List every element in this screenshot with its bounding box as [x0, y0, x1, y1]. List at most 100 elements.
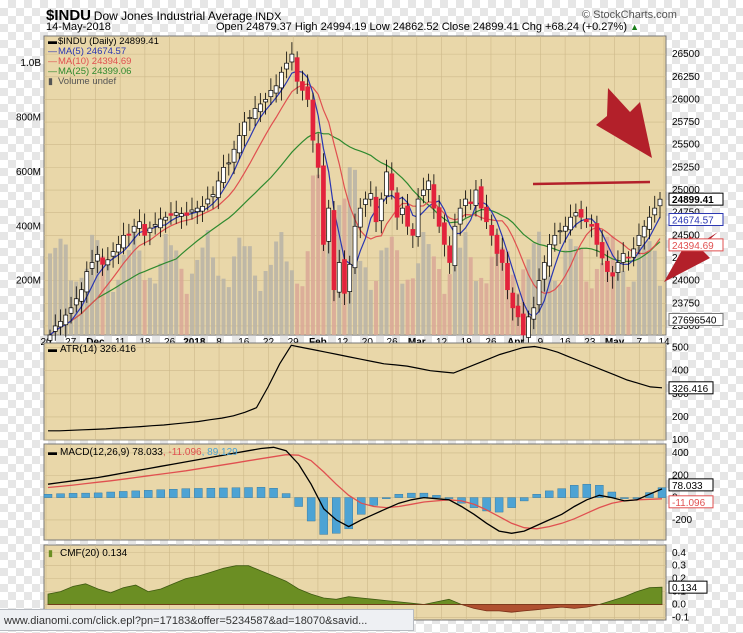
candle-body — [326, 207, 332, 242]
volume-bar — [636, 246, 641, 335]
macd-histogram-bar — [319, 497, 328, 535]
volume-bar — [500, 247, 505, 335]
volume-bar — [421, 232, 426, 335]
status-url: www.dianomi.com/click.epl?pn=17183&offer… — [4, 615, 368, 627]
candle-body — [63, 314, 69, 326]
volume-bar — [205, 230, 210, 335]
volume-bar — [200, 247, 205, 335]
volume-bar — [573, 246, 578, 335]
candle-body — [405, 205, 410, 227]
price-marker-label: 24674.57 — [672, 216, 714, 227]
volume-bar — [647, 241, 652, 335]
candle-body — [331, 210, 337, 291]
macd-histogram-bar — [444, 497, 454, 499]
volume-bar — [447, 274, 452, 335]
macd-signal-marker-label: -11.096 — [672, 498, 706, 509]
macd-y-tick-label: 200 — [672, 470, 689, 481]
volume-bar — [184, 293, 189, 335]
status-bar: www.dianomi.com/click.epl?pn=17183&offer… — [0, 609, 414, 631]
macd-histogram-bar — [332, 497, 341, 534]
candle-body — [94, 254, 100, 262]
volume-bar — [216, 275, 221, 335]
macd-histogram-bar — [106, 491, 115, 498]
macd-histogram-bar — [231, 487, 241, 498]
macd-histogram-bar — [206, 488, 216, 498]
macd-histogram-bar — [432, 495, 441, 498]
cmf-y-tick-label: 0.3 — [672, 561, 686, 572]
candle-body — [431, 184, 437, 209]
price-marker-label: 24899.41 — [672, 195, 714, 206]
ohlc-values: Open 24879.37 High 24994.19 Low 24862.52… — [216, 21, 627, 33]
macd-histogram-bar — [244, 487, 253, 498]
candle-body — [415, 198, 421, 238]
volume-bar — [584, 281, 589, 335]
candle-body — [520, 313, 526, 336]
volume-bar — [53, 247, 58, 335]
exchange: INDX — [255, 11, 282, 23]
volume-bar — [237, 237, 242, 335]
arrow-right-annotation — [664, 232, 718, 282]
legend-ma5-label: MA(5) 24674.57 — [58, 46, 126, 57]
volume-bar — [158, 263, 163, 335]
macd-histogram-bar — [357, 497, 366, 515]
candle-body — [300, 81, 305, 91]
macd-histogram-bar — [256, 487, 266, 498]
volume-bar — [416, 263, 421, 335]
candle-body — [636, 234, 642, 246]
atr-y-tick-label: 500 — [672, 343, 689, 354]
volume-bar — [437, 269, 442, 335]
volume-bar — [300, 286, 305, 335]
candle-body — [47, 334, 53, 341]
macd-histogram-bar — [645, 492, 654, 498]
price-y-tick-label: 26250 — [672, 72, 700, 83]
candle-body — [452, 225, 458, 267]
volume-bar — [568, 238, 573, 335]
candle-body — [568, 216, 573, 231]
volume-bar — [289, 270, 294, 335]
candle-body — [489, 224, 495, 236]
macd-histogram-bar — [144, 490, 153, 498]
candle-body — [584, 218, 589, 223]
candle-body — [273, 85, 279, 94]
volume-bar — [358, 260, 363, 335]
volume-bar — [605, 236, 610, 335]
candle-body — [652, 207, 658, 216]
candle-body — [221, 167, 226, 183]
candle-body — [173, 212, 179, 216]
candle-body — [578, 209, 584, 218]
volume-bar — [594, 268, 599, 335]
candle-body — [610, 272, 616, 277]
volume-bar — [395, 250, 400, 335]
macd-histogram-bar — [93, 492, 103, 498]
volume-bar — [121, 255, 126, 335]
candle-body — [137, 221, 142, 229]
candle-body — [236, 135, 242, 154]
volume-bar — [321, 177, 326, 335]
volume-bar — [316, 174, 321, 335]
candle-body — [200, 205, 205, 212]
price-y-tick-label: 26000 — [672, 94, 700, 105]
candle-body — [468, 201, 474, 204]
candle-body — [294, 57, 300, 82]
cmf-y-tick-label: 0.2 — [672, 574, 686, 585]
candle-body — [100, 257, 105, 265]
volume-bar — [547, 275, 552, 335]
volume-bar — [368, 289, 373, 335]
candle-body — [142, 224, 148, 236]
candle-body — [247, 117, 253, 119]
legend-ma5-icon: — — [48, 46, 57, 56]
candle-body — [531, 307, 537, 320]
volume-bar — [452, 253, 457, 335]
candle-body — [58, 321, 63, 328]
macd-histogram-bar — [494, 497, 504, 513]
price-y-tick-label: 24500 — [672, 230, 700, 241]
cmf-y-tick-label: -0.1 — [672, 612, 690, 623]
candle-body — [641, 225, 647, 238]
macd-legend-icon: ▬ — [48, 447, 57, 457]
price-y-tick-label: 26500 — [672, 49, 700, 60]
candle-body — [436, 207, 442, 227]
volume-bar — [295, 283, 300, 335]
volume-bar — [652, 250, 657, 335]
candle-body — [189, 209, 195, 213]
volume-bar — [305, 251, 310, 335]
